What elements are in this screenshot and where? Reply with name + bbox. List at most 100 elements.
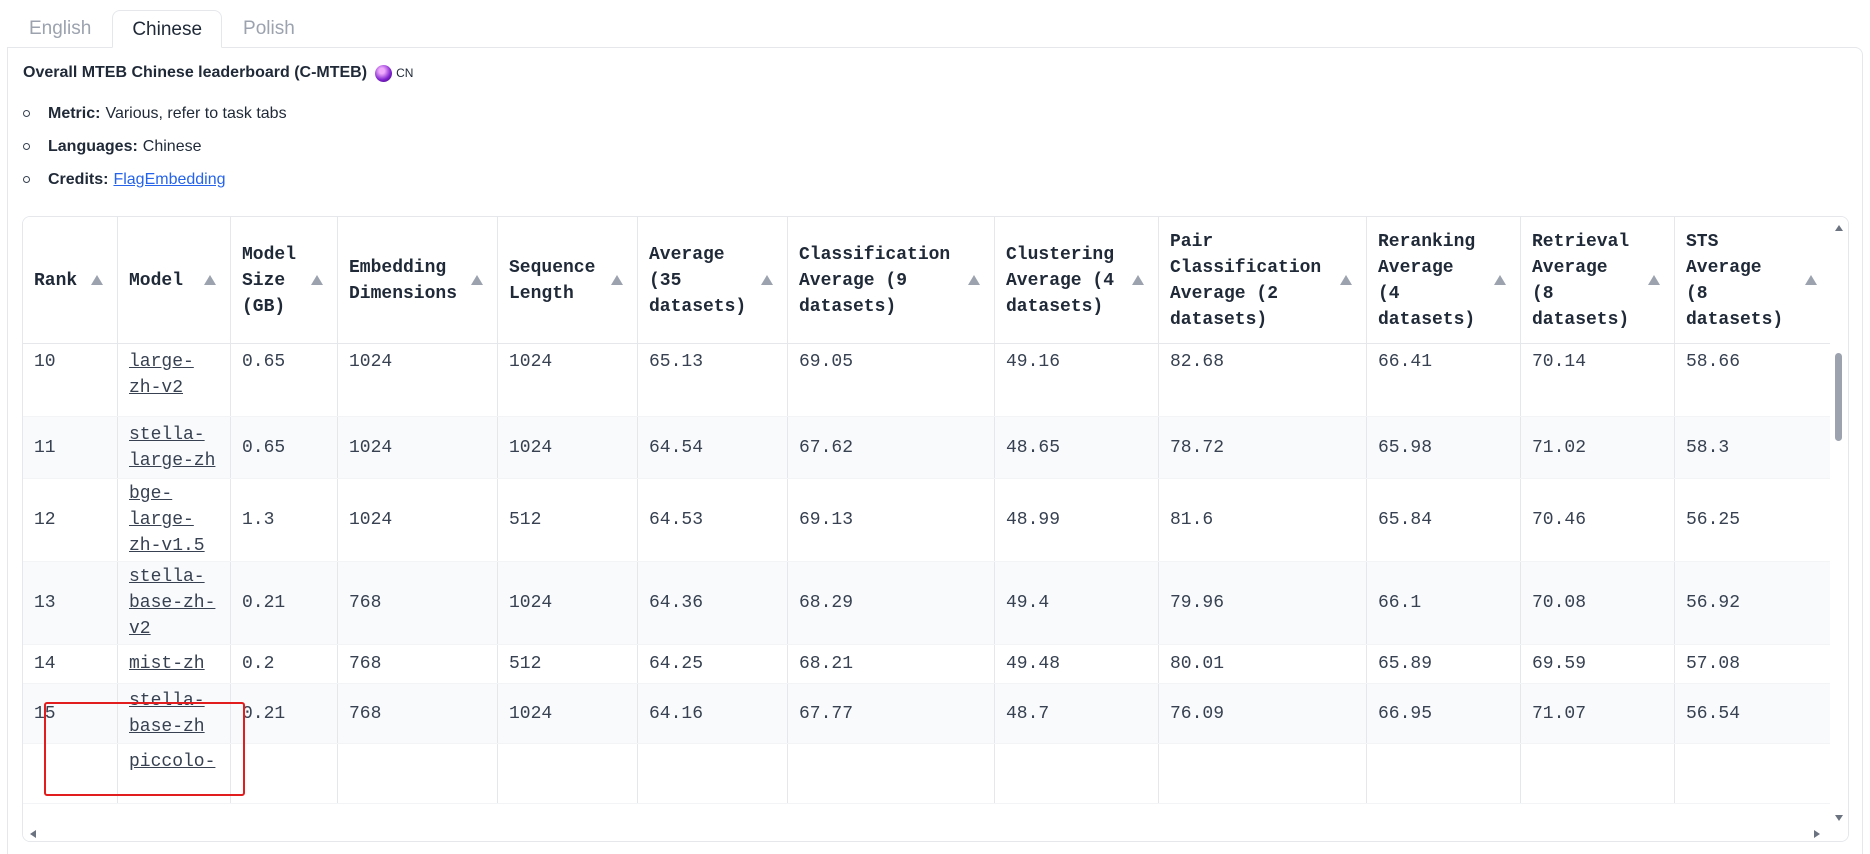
column-header-classification-average[interactable]: Classification Average (9 datasets)	[788, 217, 995, 344]
cell-retrieval-average: 71.07	[1521, 684, 1675, 743]
cell-retrieval-average: 70.14	[1521, 344, 1675, 416]
cell-classification-average: 68.29	[788, 562, 995, 644]
column-header-embedding-dimensions[interactable]: Embedding Dimensions	[338, 217, 498, 344]
column-header-label: Classification Average (9 datasets)	[799, 244, 951, 317]
column-header-sts-average[interactable]: STS Average (8 datasets)	[1675, 217, 1831, 344]
tab-chinese[interactable]: Chinese	[112, 10, 223, 48]
cell-model-size: 1.3	[231, 479, 338, 561]
column-header-label: Clustering Average (4 datasets)	[1006, 244, 1115, 317]
cell-clustering-average: 48.99	[995, 479, 1159, 561]
cell-classification-average: 69.13	[788, 479, 995, 561]
sort-arrow-icon[interactable]	[1805, 275, 1817, 285]
sort-arrow-icon[interactable]	[611, 275, 623, 285]
column-header-rank[interactable]: Rank	[23, 217, 118, 344]
cell-sequence-length: 512	[498, 479, 638, 561]
sort-arrow-icon[interactable]	[1494, 275, 1506, 285]
column-header-model[interactable]: Model	[118, 217, 231, 344]
cell-model-size: 0.21	[231, 684, 338, 743]
cell-sts-average	[1675, 744, 1831, 803]
meta-metric: Metric: Various, refer to task tabs	[23, 97, 287, 130]
scroll-left-arrow-icon[interactable]	[30, 830, 36, 838]
column-header-label: Rank	[34, 270, 78, 291]
column-header-label: STS Average (8 datasets)	[1686, 231, 1784, 330]
model-link[interactable]: piccolo-	[129, 752, 216, 772]
meta-languages: Languages: Chinese	[23, 130, 287, 163]
meta-credits: Credits: FlagEmbedding	[23, 163, 287, 196]
scroll-thumb[interactable]	[1835, 353, 1842, 441]
sort-arrow-icon[interactable]	[311, 275, 323, 285]
model-link[interactable]: stella-base-zh	[129, 690, 205, 737]
sort-arrow-icon[interactable]	[1340, 275, 1352, 285]
column-header-model-size[interactable]: Model Size (GB)	[231, 217, 338, 344]
scroll-down-arrow-icon[interactable]	[1835, 815, 1843, 821]
column-header-sequence-length[interactable]: Sequence Length	[498, 217, 638, 344]
cell-sts-average: 56.92	[1686, 593, 1741, 613]
sort-arrow-icon[interactable]	[761, 275, 773, 285]
model-link[interactable]: bge-large-zh-v1.5	[129, 484, 205, 556]
meta-credits-key: Credits:	[48, 170, 109, 188]
cell-model: large-zh-v2	[118, 344, 231, 416]
model-link[interactable]: stella-base-zh-v2	[129, 567, 216, 639]
column-header-label: Sequence Length	[509, 257, 596, 304]
cell-reranking-average: 66.41	[1367, 344, 1521, 416]
sort-arrow-icon[interactable]	[91, 275, 103, 285]
cell-model: stella-large-zh	[118, 417, 231, 478]
model-link[interactable]: mist-zh	[129, 654, 205, 674]
cell-sts-average: 58.3	[1686, 437, 1730, 458]
cell-reranking-average: 65.89	[1367, 645, 1521, 683]
cell-average: 64.54	[638, 417, 788, 478]
cell-embedding-dimensions: 768	[338, 684, 498, 743]
meta-languages-key: Languages:	[48, 137, 138, 155]
credits-link[interactable]: FlagEmbedding	[113, 170, 226, 188]
model-link[interactable]: large-zh-v2	[129, 352, 194, 398]
cell-embedding-dimensions	[338, 744, 498, 803]
tab-polish[interactable]: Polish	[243, 18, 295, 39]
horizontal-scrollbar[interactable]	[23, 827, 1848, 841]
column-header-reranking-average[interactable]: Reranking Average (4 datasets)	[1367, 217, 1521, 344]
column-header-label: Pair Classification Average (2 datasets)	[1170, 231, 1322, 330]
cell-classification-average	[788, 744, 995, 803]
cell-sequence-length: 1024	[498, 684, 638, 743]
leaderboard-heading: Overall MTEB Chinese leaderboard (C-MTEB…	[23, 64, 413, 82]
cell-average: 64.16	[638, 684, 788, 743]
cell-retrieval-average: 71.02	[1521, 417, 1675, 478]
sort-arrow-icon[interactable]	[1132, 275, 1144, 285]
column-header-label: Reranking Average (4 datasets)	[1378, 231, 1476, 330]
column-header-clustering-average[interactable]: Clustering Average (4 datasets)	[995, 217, 1159, 344]
column-header-pair-classification-average[interactable]: Pair Classification Average (2 datasets)	[1159, 217, 1367, 344]
cell-rank: 13	[23, 562, 118, 644]
cell-model: stella-base-zh	[118, 684, 231, 743]
globe-icon	[375, 64, 393, 82]
tab-english[interactable]: English	[29, 18, 92, 39]
cell-clustering-average: 49.16	[995, 344, 1159, 416]
column-header-retrieval-average[interactable]: Retrieval Average (8 datasets)	[1521, 217, 1675, 344]
cell-sequence-length	[498, 744, 638, 803]
scroll-right-arrow-icon[interactable]	[1814, 830, 1820, 838]
cell-reranking-average	[1367, 744, 1521, 803]
cell-model: piccolo-	[118, 744, 231, 803]
cell-classification-average: 68.21	[788, 645, 995, 683]
sort-arrow-icon[interactable]	[471, 275, 483, 285]
cell-rank: 12	[23, 479, 118, 561]
scroll-up-arrow-icon[interactable]	[1835, 225, 1843, 231]
cell-sequence-length: 1024	[498, 417, 638, 478]
sort-arrow-icon[interactable]	[204, 275, 216, 285]
cell-pair-classification-average: 76.09	[1159, 684, 1367, 743]
column-header-average[interactable]: Average (35 datasets)	[638, 217, 788, 344]
cell-retrieval-average: 70.46	[1521, 479, 1675, 561]
cell-retrieval-average	[1521, 744, 1675, 803]
tab-bar: English Chinese Polish	[8, 10, 1862, 48]
cell-embedding-dimensions: 768	[338, 562, 498, 644]
model-link[interactable]: stella-large-zh	[129, 424, 216, 471]
cell-clustering-average	[995, 744, 1159, 803]
sort-arrow-icon[interactable]	[968, 275, 980, 285]
meta-metric-key: Metric:	[48, 104, 101, 122]
cell-pair-classification-average: 80.01	[1159, 645, 1367, 683]
vertical-scrollbar[interactable]	[1830, 217, 1848, 829]
cell-retrieval-average: 69.59	[1521, 645, 1675, 683]
cell-average: 64.53	[638, 479, 788, 561]
cell-rank	[23, 744, 118, 803]
leaderboard-table: Rank Model Model Size (GB) Embedding Dimension…	[22, 216, 1849, 842]
sort-arrow-icon[interactable]	[1648, 275, 1660, 285]
cell-reranking-average: 66.1	[1367, 562, 1521, 644]
